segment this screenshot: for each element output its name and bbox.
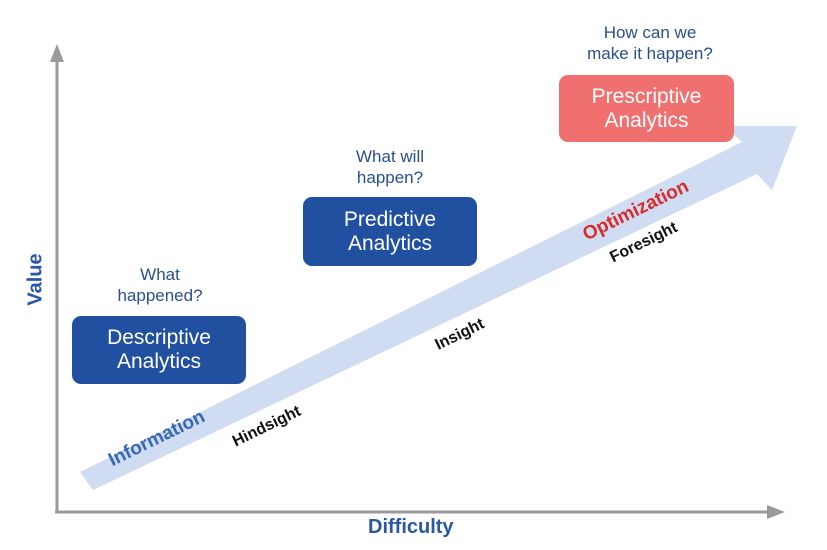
x-axis-label: Difficulty [368,516,454,538]
question-descriptive: What happened? [117,265,203,305]
box-descriptive-analytics: Descriptive Analytics [72,316,246,384]
box-predictive-analytics: Predictive Analytics [303,197,477,266]
y-axis-arrowhead [50,44,64,62]
question-prescriptive: How can we make it happen? [587,23,713,63]
question-predictive: What will happen? [355,147,424,187]
y-axis-label: Value [24,253,47,306]
box-prescriptive-analytics: Prescriptive Analytics [559,75,734,142]
progress-arrow [80,126,797,490]
x-axis-arrowhead [767,505,785,519]
